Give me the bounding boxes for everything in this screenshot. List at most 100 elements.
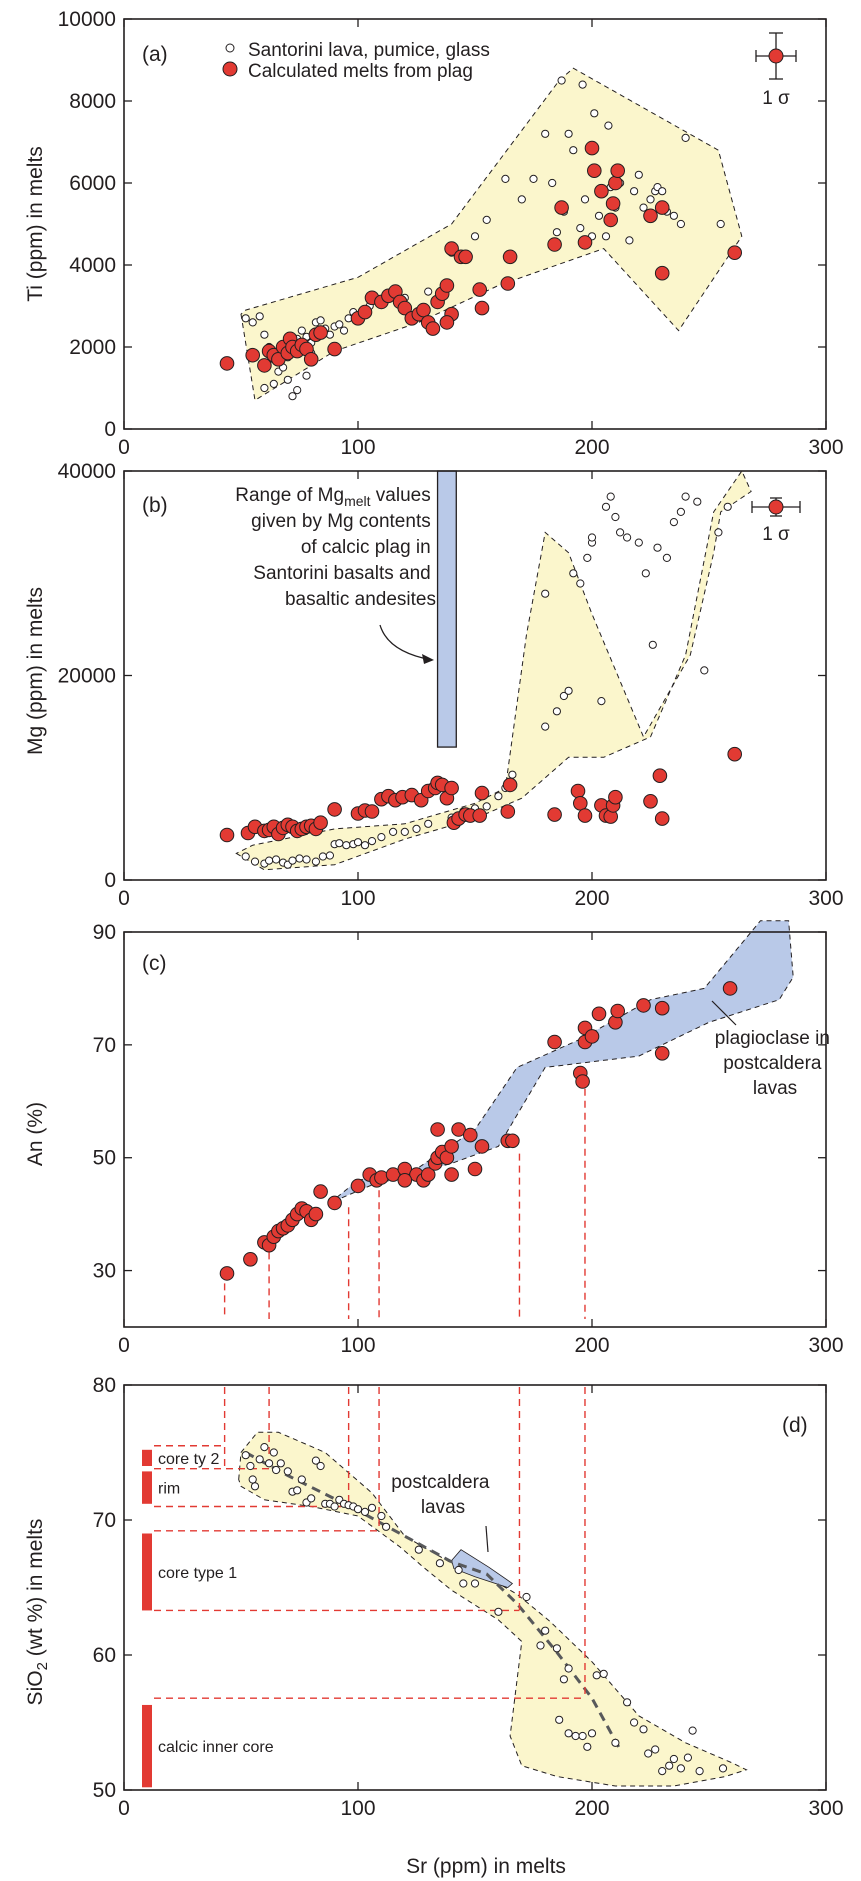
melt-point: [219, 1266, 235, 1281]
sample-point: [377, 833, 386, 842]
panel-c-x-ticks: 0 100 200 300: [118, 932, 844, 1357]
y-tick-label: 6000: [69, 172, 116, 195]
sample-point: [616, 528, 625, 537]
sample-point: [335, 320, 344, 329]
melt-point: [416, 302, 431, 318]
melt-point: [587, 163, 602, 178]
panel-b: 0 100 200 300 0 20000 40000 (b) Mg (ppm) in m…: [24, 460, 844, 910]
melt-point: [547, 237, 562, 252]
sample-point: [681, 492, 690, 501]
panel-a-y-ticks: 0 2000 4000 6000 8000 10000: [58, 8, 826, 441]
melt-point: [570, 783, 586, 799]
panel-d-y-axis-label: SiO2 (wt %) in melts: [24, 1519, 51, 1706]
sample-point: [597, 697, 606, 706]
sample-point: [241, 314, 250, 323]
melt-point: [502, 777, 518, 793]
x-tick-label: 100: [340, 1334, 375, 1357]
melt-point: [474, 785, 490, 801]
melt-point: [654, 811, 670, 826]
sample-point: [335, 839, 344, 848]
sample-point: [625, 236, 634, 245]
melt-point: [474, 1139, 490, 1154]
sample-point: [541, 129, 550, 138]
melt-point: [577, 235, 593, 250]
melt-point: [257, 358, 272, 373]
sample-point: [342, 841, 351, 850]
panel-a-axes-frame: [123, 18, 827, 430]
panel-b-mg-range-bar: [436, 470, 457, 748]
legend-red-label: Calculated melts from plag: [248, 61, 473, 82]
sample-point: [564, 129, 573, 138]
sample-point: [723, 502, 732, 511]
sample-point: [400, 827, 409, 837]
melt-point: [439, 278, 455, 293]
y-tick-label: 50: [93, 1147, 116, 1170]
sample-point: [293, 386, 302, 395]
sample-point: [272, 855, 281, 864]
x-tick-label: 300: [808, 1797, 843, 1820]
sample-point: [552, 228, 562, 237]
melt-point: [610, 163, 626, 178]
melt-point: [591, 1006, 607, 1022]
panel-d-label-leader: [485, 1525, 489, 1553]
x-tick-label: 200: [574, 887, 609, 910]
panel-b-x-ticks: 0 100 200 300: [118, 471, 844, 910]
panel-b-open-points: [241, 492, 732, 869]
sample-point: [367, 1503, 377, 1512]
melt-point: [444, 1167, 459, 1182]
sample-point: [265, 1459, 274, 1468]
sample-point: [494, 792, 503, 801]
sample-point: [360, 841, 370, 850]
sample-point: [569, 146, 578, 155]
sample-point: [630, 187, 639, 196]
sample-point: [564, 1664, 573, 1673]
melt-point: [603, 212, 619, 228]
sample-point: [541, 722, 550, 731]
sample-point: [255, 1455, 264, 1464]
sample-point: [623, 1698, 632, 1707]
sample-point: [508, 770, 517, 779]
panel-d-y-ticks: 50 60 70 80: [93, 1374, 826, 1802]
sample-point: [676, 507, 686, 516]
sample-point: [377, 1511, 386, 1521]
sample-point: [248, 318, 257, 327]
y-tick-label: 90: [93, 921, 116, 944]
panel-a: 0 100 200 300 0 2000 4000 6000 8000 10000 (a) Ti…: [24, 8, 844, 459]
panel-d: core ty 2 rim core type 1 calcic inner core…: [24, 1374, 844, 1878]
sample-point: [269, 1448, 278, 1457]
sample-point: [594, 211, 604, 220]
sample-point: [459, 1579, 468, 1588]
melt-point: [584, 140, 600, 156]
sample-point: [246, 1461, 255, 1471]
x-tick-label: 300: [808, 436, 843, 459]
sample-point: [424, 819, 433, 828]
x-tick-label: 0: [118, 436, 130, 459]
sample-point: [297, 1475, 306, 1484]
melt-point: [313, 325, 328, 340]
sample-point: [559, 691, 569, 701]
sample-point: [353, 838, 363, 847]
melt-point: [467, 1161, 483, 1177]
zone-bar: [142, 1533, 152, 1611]
x-tick-label: 200: [574, 436, 609, 459]
panel-b-red-points: [219, 746, 743, 843]
sample-point: [316, 1461, 325, 1471]
melt-point: [472, 808, 488, 823]
sample-point: [522, 1592, 531, 1602]
sample-point: [559, 1675, 569, 1684]
sample-point: [353, 1505, 363, 1514]
sample-point: [718, 1764, 728, 1773]
sample-point: [501, 174, 510, 183]
sample-point: [571, 1731, 580, 1741]
panel-d-axes-frame: [123, 1384, 827, 1791]
panel-a-red-points: [219, 140, 743, 373]
panel-b-annotation: Range of Mgmelt values given by Mg conte…: [235, 485, 436, 610]
zone-bar: [142, 1471, 152, 1504]
panel-a-envelope: [240, 67, 743, 402]
sample-point: [536, 1641, 545, 1650]
sample-point: [662, 553, 672, 563]
sample-point: [604, 121, 613, 130]
panel-c-envelope: [329, 920, 794, 1204]
melt-point: [425, 321, 441, 336]
